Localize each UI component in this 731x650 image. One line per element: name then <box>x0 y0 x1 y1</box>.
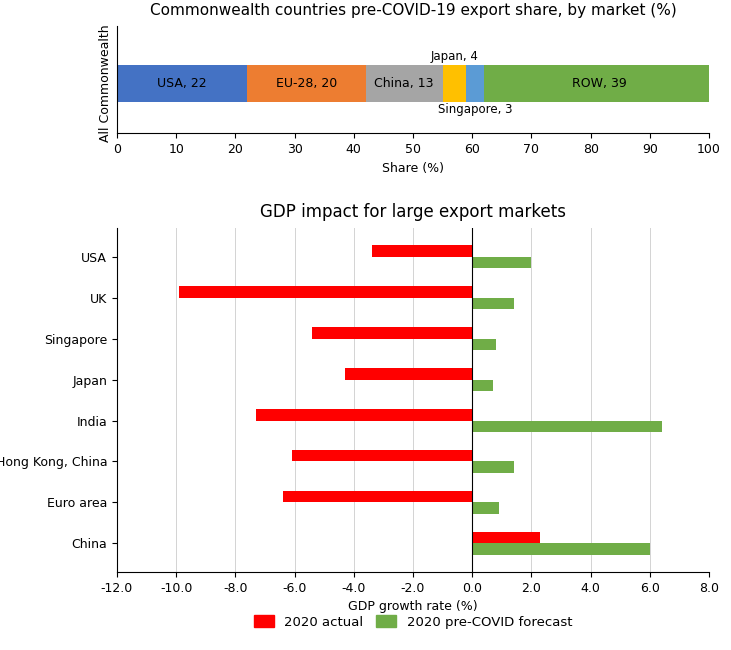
Bar <box>366 64 442 101</box>
Text: Singapore, 3: Singapore, 3 <box>438 103 512 116</box>
Bar <box>466 64 484 101</box>
Bar <box>472 462 514 473</box>
Bar <box>472 543 650 555</box>
Bar <box>472 532 540 543</box>
Bar <box>472 257 531 268</box>
Bar <box>117 64 247 101</box>
Bar <box>472 298 514 309</box>
Title: GDP impact for large export markets: GDP impact for large export markets <box>260 203 566 221</box>
Text: ROW, 39: ROW, 39 <box>572 77 627 90</box>
Bar <box>472 502 499 514</box>
Text: EU-28, 20: EU-28, 20 <box>276 77 337 90</box>
Bar <box>472 421 662 432</box>
Text: China, 13: China, 13 <box>374 77 434 90</box>
Bar <box>442 64 466 101</box>
Bar <box>283 491 472 502</box>
Text: USA, 22: USA, 22 <box>157 77 207 90</box>
Bar <box>292 450 472 461</box>
Text: Japan, 4: Japan, 4 <box>431 50 478 63</box>
Bar <box>472 380 493 391</box>
Bar <box>312 327 472 339</box>
Bar <box>256 409 472 421</box>
Bar <box>247 64 366 101</box>
X-axis label: GDP growth rate (%): GDP growth rate (%) <box>348 601 478 614</box>
Bar <box>484 64 715 101</box>
Bar <box>371 246 472 257</box>
Title: Commonwealth countries pre-COVID-19 export share, by market (%): Commonwealth countries pre-COVID-19 expo… <box>150 3 676 18</box>
Bar <box>472 339 496 350</box>
Legend: 2020 actual, 2020 pre-COVID forecast: 2020 actual, 2020 pre-COVID forecast <box>249 610 577 634</box>
Bar <box>179 286 472 298</box>
X-axis label: Share (%): Share (%) <box>382 162 444 175</box>
Bar <box>345 368 472 380</box>
